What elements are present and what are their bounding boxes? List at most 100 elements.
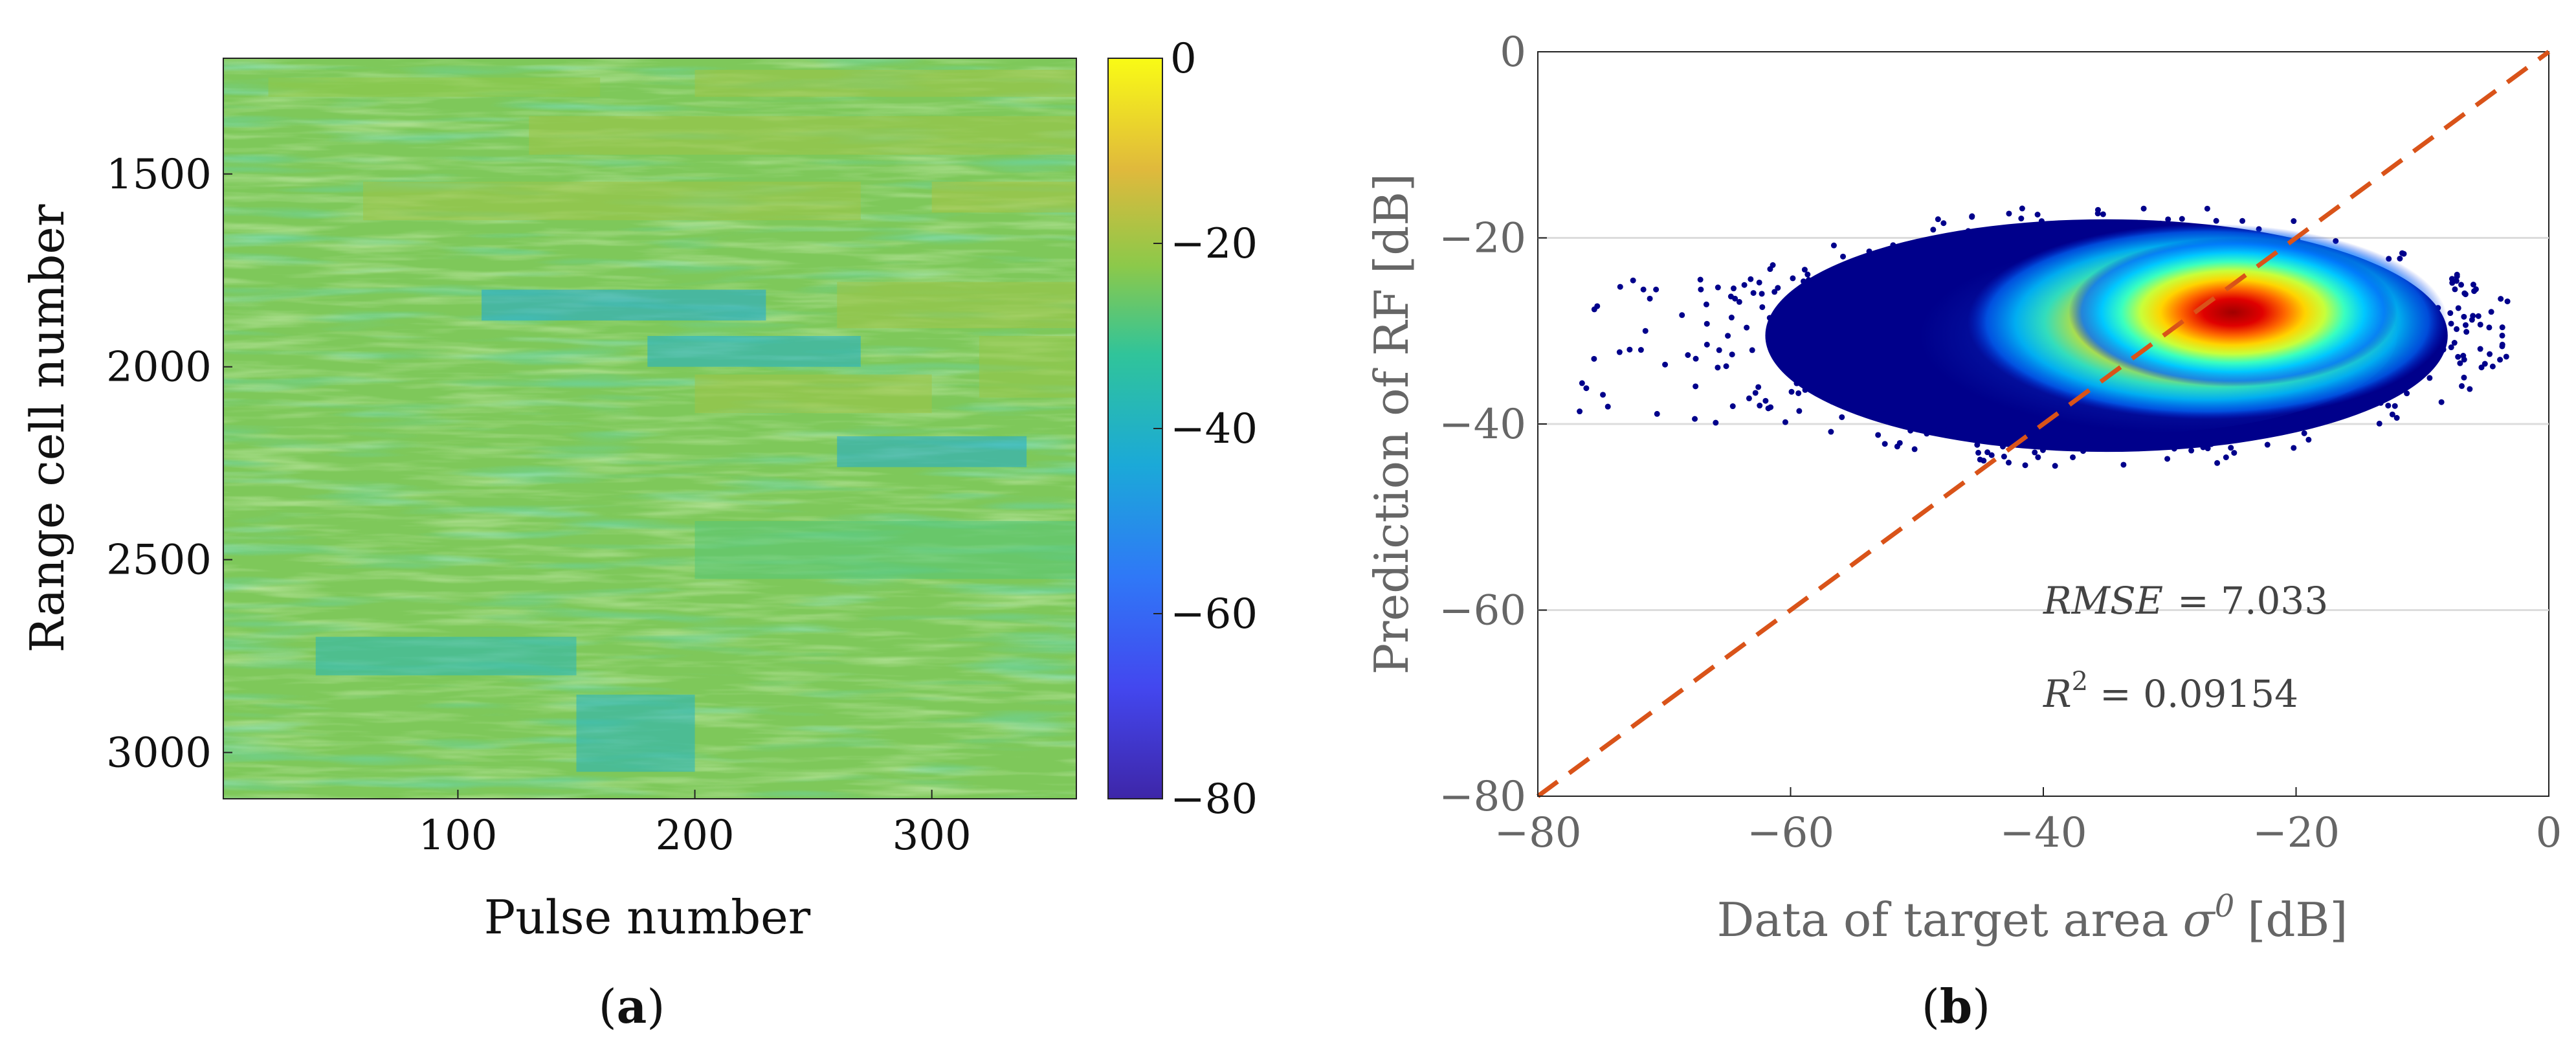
scatter-point [1728,315,1735,321]
scatter-point [1793,380,1800,386]
scatter-point [2478,364,2485,371]
scatter-point [1924,430,1930,437]
heatmap-band [363,181,861,221]
scatter-point [2472,286,2479,293]
scatter-point [1642,328,1649,334]
scatter-point [2477,346,2483,352]
scatter-point [1790,275,1796,282]
heatmap-band [576,695,695,772]
scatter-point [2459,383,2465,389]
scatter-point [2301,430,2307,436]
scatter-point [2455,305,2461,311]
scatter-point [1770,262,1776,269]
scatter-x-tick-label: −60 [1747,809,1834,857]
scatter-point [2006,210,2012,217]
scatter-point [2019,205,2025,212]
scatter-point [1616,349,1623,355]
heatmap-x-ticks: 100 200 300 [418,790,972,860]
scatter-point [2452,286,2458,293]
scatter-point [2440,346,2447,353]
scatter-point [2497,357,2504,363]
scatter-point [1716,347,1722,353]
scatter-point [1640,286,1647,293]
scatter-point [2228,445,2234,451]
scatter-point [2489,363,2496,370]
heatmap-band [979,336,1076,398]
scatter-point [1591,355,1597,362]
panel-b: −80 −60 −40 −20 0 0−20−40−60−80 RMSE = 7.033 … [1364,28,2562,1034]
scatter-point [2498,296,2504,302]
scatter-point [1974,441,1981,448]
scatter-point [1988,232,1995,239]
scatter-point [2393,415,2400,421]
scatter-point [1749,347,1755,353]
scatter-point [1958,236,1964,242]
scatter-point [2000,443,2006,450]
scatter-point [1975,449,1982,456]
scatter-point [1907,427,1914,434]
scatter-x-tick-label: −80 [1494,809,1581,857]
scatter-y-tick-label: 0 [1500,28,1526,76]
heatmap-band [647,336,861,367]
scatter-point [2137,220,2144,227]
scatter-point [2171,445,2177,452]
scatter-point [2291,218,2297,225]
scatter-point [2429,359,2436,365]
scatter-point [1771,289,1778,295]
scatter-point [1836,395,1843,401]
scatter-point [2355,407,2362,413]
heatmap-band [694,374,932,414]
scatter-point [1984,449,1991,456]
scatter-point [1882,441,1888,447]
scatter-point [1729,351,1735,358]
heatmap-x-tick-label: 300 [893,812,972,860]
scatter-point [1801,267,1808,273]
scatter-point [2404,390,2410,397]
scatter-point [2088,440,2094,446]
scatter-point [1744,324,1750,331]
scatter-point [2038,218,2045,225]
scatter-y-tick-label: −40 [1439,401,1526,449]
scatter-point [1800,278,1806,285]
scatter-point [1894,443,1900,450]
scatter-point [1759,304,1766,310]
scatter-point [1782,419,1788,425]
scatter-point [1806,287,1813,293]
scatter-point [2503,353,2509,360]
scatter-point [1784,368,1790,374]
scatter-point [2504,298,2511,305]
heatmap-y-label: Range cell number [20,204,74,652]
scatter-point [1911,446,1918,452]
scatter-point [1750,290,1757,296]
scatter-point [1693,355,1699,362]
scatter-point [2157,220,2164,227]
scatter-point [2094,210,2101,217]
scatter-point [2453,278,2459,284]
scatter-point [1875,432,1882,438]
scatter-point [1775,327,1781,333]
scatter-point [1697,276,1704,283]
scatter-point [2377,399,2384,406]
heatmap-band [268,77,601,97]
scatter-x-tick-label: −20 [2252,809,2340,857]
scatter-point [2001,453,2007,460]
panel-b-label: (b) [1922,979,1991,1034]
scatter-point [1988,452,1995,458]
scatter-point [1766,315,1773,321]
scatter-point [1713,419,1719,426]
scatter-point [1600,392,1606,398]
scatter-point [1981,458,1987,464]
scatter-point [1723,363,1729,370]
scatter-point [1839,414,1845,420]
scatter-point [1828,429,1834,435]
scatter-y-ticks: 0 −20 −40 −60 −80 [1439,28,1547,821]
scatter-point [2239,217,2246,224]
scatter-point [2208,441,2214,447]
scatter-point [1653,286,1660,293]
scatter-point [1768,404,1774,410]
scatter-y-label: Prediction of RF [dB] [1364,173,1419,675]
scatter-point [2264,441,2271,448]
scatter-point [1866,248,1872,254]
scatter-point [1940,427,1947,434]
